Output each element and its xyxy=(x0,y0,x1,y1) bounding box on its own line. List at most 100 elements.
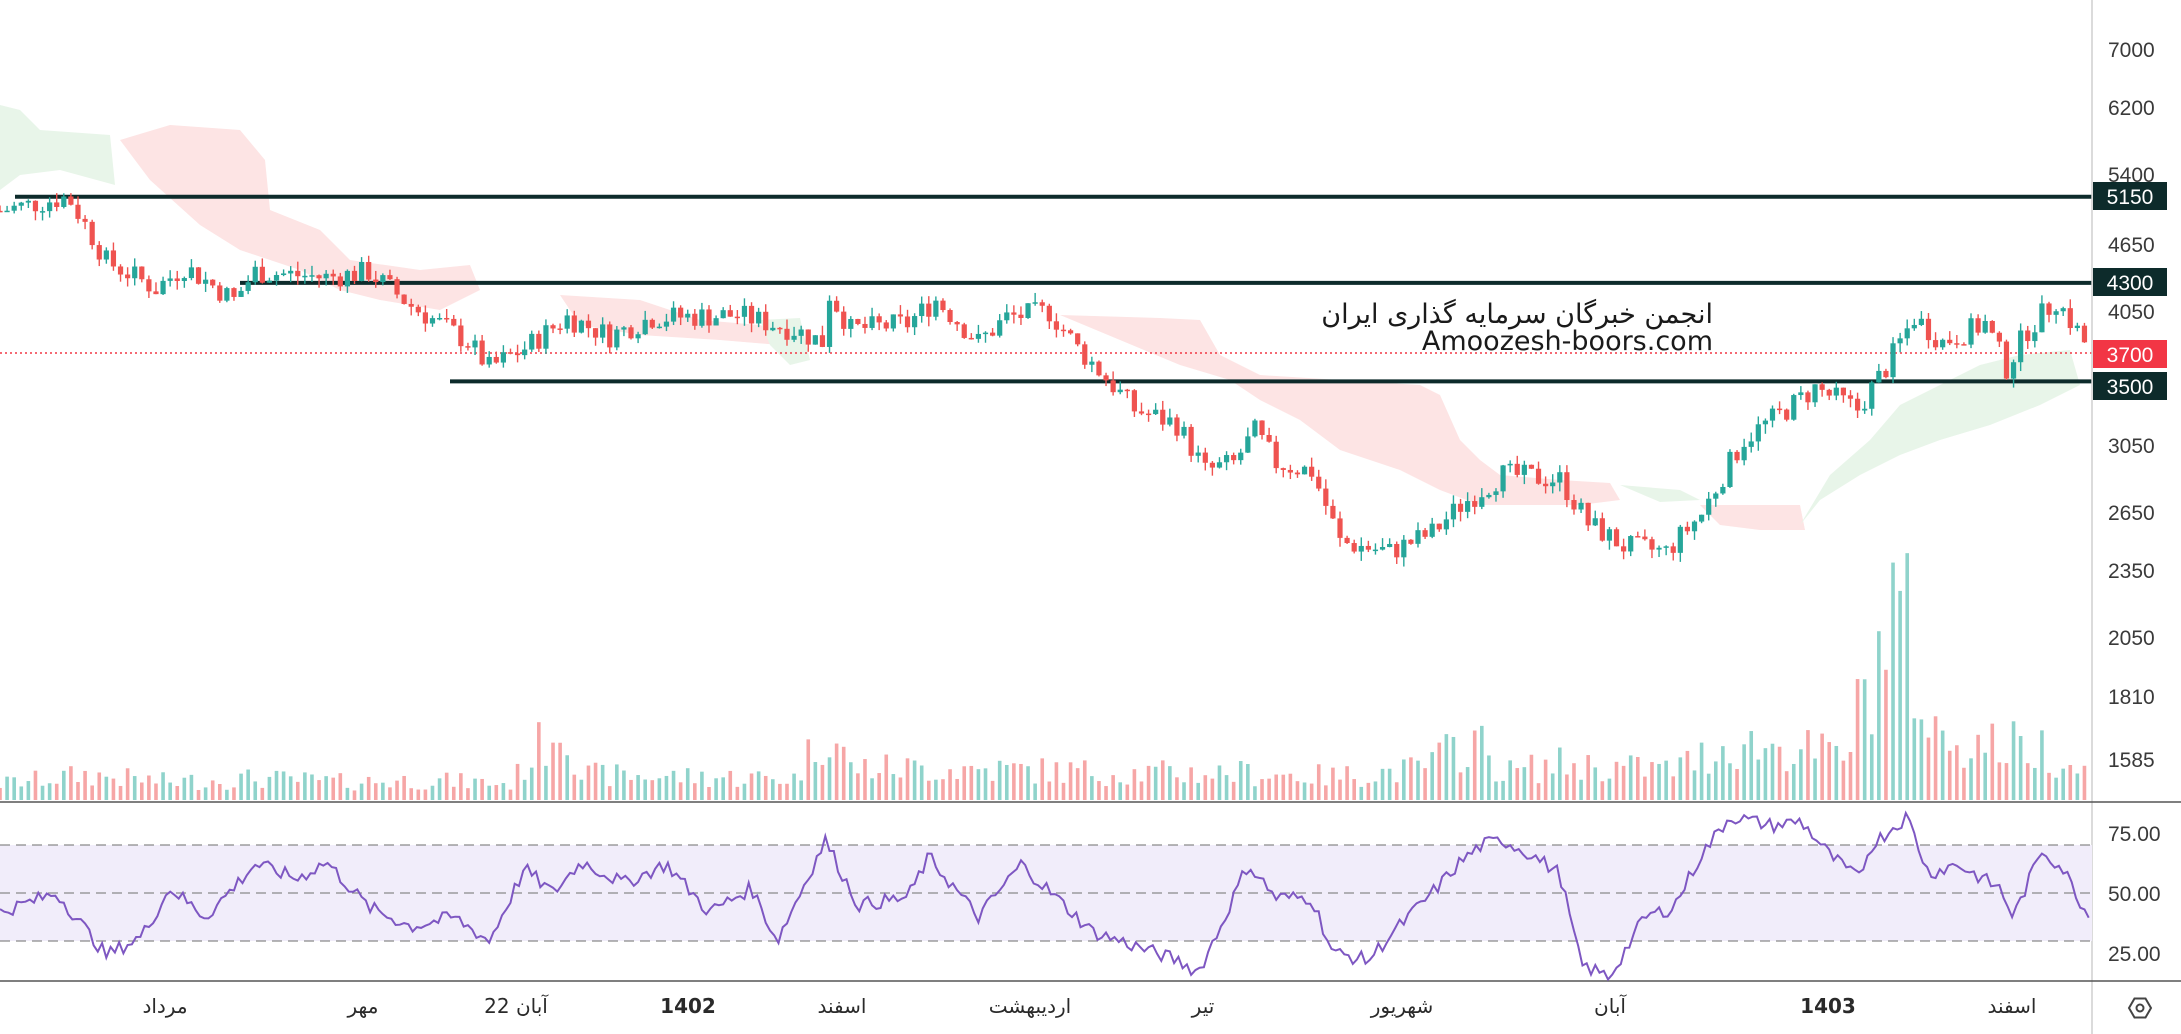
candle-body xyxy=(1635,536,1641,538)
volume-bar xyxy=(5,776,9,800)
candle-body xyxy=(1486,494,1492,498)
volume-bar xyxy=(1444,734,1449,800)
candle-body xyxy=(1521,464,1527,475)
candle-body xyxy=(734,316,740,319)
candle-body xyxy=(1004,312,1010,321)
watermark-url: Amoozesh-boors.com xyxy=(1422,326,1713,357)
volume-bar xyxy=(1990,723,1995,800)
volume-bar xyxy=(253,781,258,800)
candle-body xyxy=(713,318,719,326)
svg-text:3700: 3700 xyxy=(2107,344,2154,367)
candle-body xyxy=(720,310,726,319)
candle-body xyxy=(784,328,790,340)
volume-bar xyxy=(1643,776,1647,800)
volume-bar xyxy=(1515,768,1520,800)
rsi-pane[interactable]: 75.00 50.00 25.00 xyxy=(0,810,2161,982)
volume-bar xyxy=(537,722,541,800)
candle-body xyxy=(1145,413,1152,416)
y-tick: 4650 xyxy=(2108,234,2155,257)
candle-body xyxy=(2025,330,2031,342)
candle-body xyxy=(1394,543,1400,558)
volume-bar xyxy=(1898,590,1902,800)
volume-bar xyxy=(416,789,421,800)
volume-bar xyxy=(430,785,435,800)
cloud-area xyxy=(1620,485,1700,502)
candle-body xyxy=(1989,320,1995,333)
candle-body xyxy=(1599,518,1605,541)
volume-bar xyxy=(1118,782,1123,800)
volume-bar xyxy=(522,779,527,800)
candle-body xyxy=(39,211,46,213)
candle-body xyxy=(621,327,627,330)
y-tick: 2050 xyxy=(2108,627,2155,650)
candle-body xyxy=(1160,409,1166,425)
candle-body xyxy=(600,324,606,338)
candle-body xyxy=(89,221,95,246)
candle-body xyxy=(153,291,159,295)
candle-body xyxy=(1500,465,1506,492)
volume-bar xyxy=(288,776,293,800)
volume-bar xyxy=(1033,783,1037,800)
y-tick: 1810 xyxy=(2108,686,2155,709)
volume-bar xyxy=(905,758,910,800)
volume-bar xyxy=(1075,768,1080,800)
volume-bar xyxy=(1246,764,1250,800)
candle-body xyxy=(160,280,166,295)
volume-bar xyxy=(1983,752,1987,800)
volume-bar xyxy=(1550,773,1555,800)
candle-body xyxy=(855,318,861,324)
candle-body xyxy=(1018,314,1024,318)
volume-bar xyxy=(841,746,846,800)
volume-bar xyxy=(1394,782,1399,800)
volume-bar xyxy=(1933,716,1938,800)
candle-body xyxy=(585,320,592,329)
candle-body xyxy=(1918,318,1924,325)
volume-bar xyxy=(1522,767,1527,800)
volume-bar xyxy=(1869,734,1874,800)
volume-bar xyxy=(2004,763,2009,800)
candle-body xyxy=(1571,500,1577,510)
candle-body xyxy=(366,261,372,280)
candle-body xyxy=(1493,491,1499,495)
volume-bar xyxy=(451,786,456,800)
candle-body xyxy=(982,332,989,335)
candle-body xyxy=(1280,468,1286,470)
volume-bar xyxy=(1905,553,1910,800)
candle-body xyxy=(1216,462,1223,468)
candle-body xyxy=(380,275,386,283)
volume-bar xyxy=(1324,785,1328,800)
time-axis[interactable]: مرداد مهر 22 آبان 1402 اسفند اردیبهشت تی… xyxy=(142,993,2036,1018)
candle-body xyxy=(1032,302,1038,304)
volume-bar xyxy=(373,783,378,800)
candle-body xyxy=(926,303,932,317)
volume-bar xyxy=(125,768,130,800)
volume-bar xyxy=(494,785,499,800)
volume-bar xyxy=(1763,748,1768,800)
volume-bar xyxy=(140,782,144,800)
candle-body xyxy=(210,279,216,286)
candle-body xyxy=(990,332,996,336)
volume-bar xyxy=(1267,778,1271,800)
volume-bar xyxy=(260,787,265,800)
svg-text:5150: 5150 xyxy=(2107,186,2154,209)
volume-bar xyxy=(239,773,243,800)
candle-body xyxy=(1138,411,1145,414)
candle-body xyxy=(614,329,620,348)
hexagon-gear-icon[interactable] xyxy=(2127,997,2153,1019)
volume-bar xyxy=(1508,760,1512,800)
candle-body xyxy=(1642,536,1648,540)
candle-body xyxy=(1429,523,1435,537)
volume-bar xyxy=(1607,778,1612,800)
volume-bar xyxy=(1579,779,1583,800)
volume-bar xyxy=(1806,730,1810,800)
candle-body xyxy=(174,278,180,281)
volume-bar xyxy=(1416,760,1420,800)
price-axis[interactable]: 7000 6200 5400 4650 4050 3050 2650 2350 … xyxy=(2108,39,2155,772)
volume-bar xyxy=(941,779,945,800)
candle-body xyxy=(2010,362,2017,379)
candle-body xyxy=(1975,318,1981,333)
candle-body xyxy=(252,266,258,283)
candle-body xyxy=(309,275,315,277)
candle-body xyxy=(2046,303,2052,315)
